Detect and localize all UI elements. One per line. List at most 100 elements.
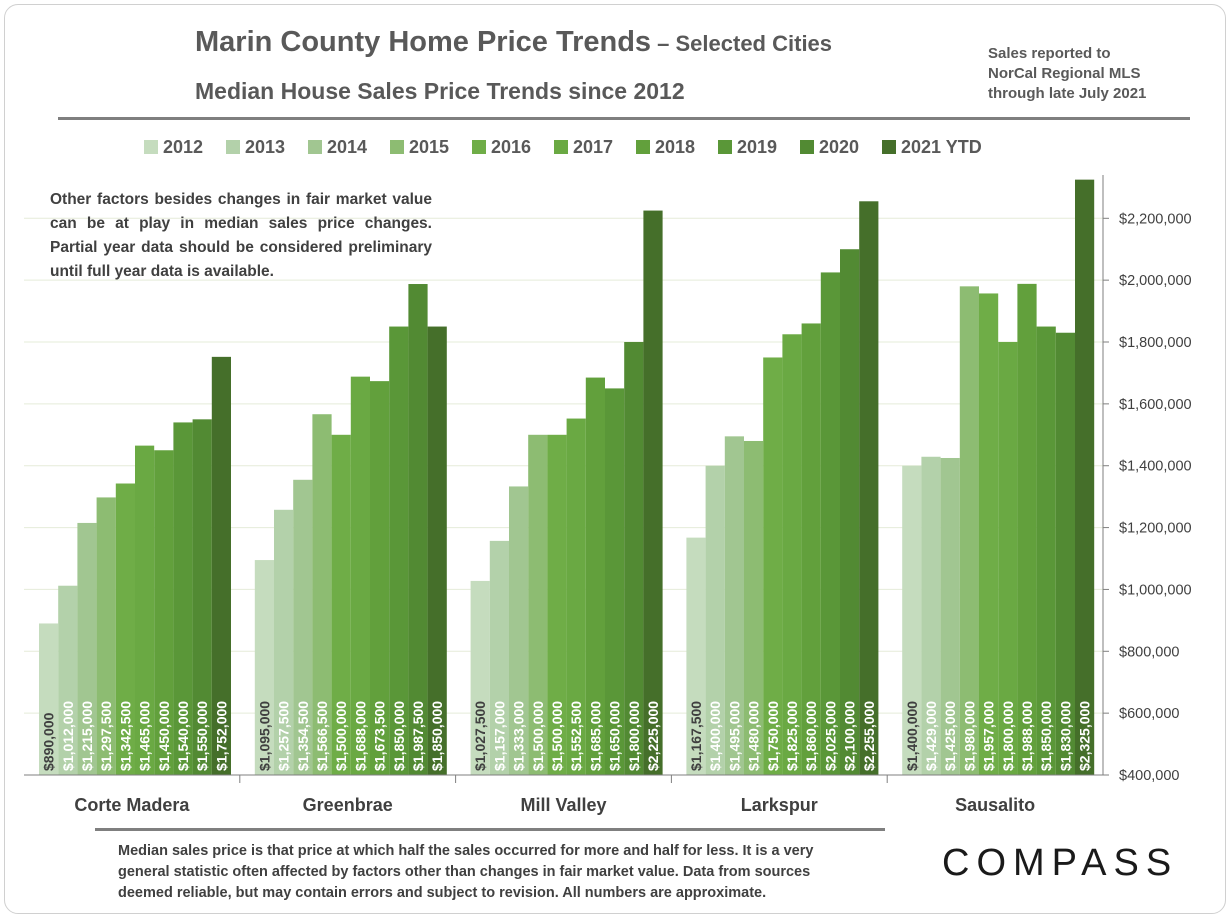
bar xyxy=(1075,179,1095,776)
compass-logo: COMPASS xyxy=(942,842,1179,884)
data-label: $1,012,000 xyxy=(60,701,76,771)
bar xyxy=(840,249,860,775)
data-label: $2,325,000 xyxy=(1077,701,1093,771)
legend-swatch xyxy=(226,140,240,154)
data-label: $1,850,000 xyxy=(1038,701,1054,771)
data-label: $890,000 xyxy=(41,712,57,771)
bar xyxy=(1017,283,1037,775)
bar xyxy=(744,440,764,775)
data-label: $1,215,000 xyxy=(79,701,95,771)
data-label: $1,465,000 xyxy=(137,701,153,771)
bar xyxy=(489,540,509,775)
legend-swatch xyxy=(308,140,322,154)
footnote: Median sales price is that price at whic… xyxy=(118,843,814,901)
y-tick-label: $1,000,000 xyxy=(1119,582,1192,598)
data-label: $1,429,000 xyxy=(923,701,939,771)
chart-subtitle: Median House Sales Price Trends since 20… xyxy=(195,78,685,104)
source-line: NorCal Regional MLS xyxy=(988,65,1141,82)
footer-divider xyxy=(95,828,885,831)
title-main: Marin County Home Price Trends xyxy=(195,26,652,58)
data-label: $1,987,500 xyxy=(410,701,426,771)
bar xyxy=(724,436,744,775)
data-label: $1,540,000 xyxy=(175,701,191,771)
legend-swatch xyxy=(718,140,732,154)
bar xyxy=(370,381,390,775)
legend-swatch xyxy=(144,140,158,154)
legend-label: 2018 xyxy=(655,137,695,157)
legend-swatch xyxy=(554,140,568,154)
bar xyxy=(959,286,979,775)
data-label: $1,800,000 xyxy=(626,701,642,771)
bar xyxy=(274,509,294,775)
category-label: Larkspur xyxy=(741,795,818,815)
bar xyxy=(801,323,821,775)
bar xyxy=(331,434,351,775)
legend-swatch xyxy=(636,140,650,154)
bar xyxy=(427,326,447,775)
data-label: $1,297,500 xyxy=(98,701,114,771)
bar xyxy=(940,457,960,775)
bar xyxy=(782,334,802,775)
source-note: Sales reported to NorCal Regional MLS th… xyxy=(988,44,1146,104)
data-label: $2,025,000 xyxy=(822,701,838,771)
y-tick-label: $1,600,000 xyxy=(1119,397,1192,413)
bar xyxy=(643,210,663,775)
chart-title: Marin County Home Price Trends – Selecte… xyxy=(195,26,832,59)
bar xyxy=(686,537,706,775)
chart-annotation: Other factors besides changes in fair ma… xyxy=(50,191,432,280)
data-label: $1,980,000 xyxy=(961,701,977,771)
bar xyxy=(509,486,529,775)
y-tick-label: $1,400,000 xyxy=(1119,459,1192,475)
y-tick-label: $600,000 xyxy=(1119,706,1179,722)
bar xyxy=(902,465,922,775)
bar xyxy=(77,522,97,775)
data-label: $1,750,000 xyxy=(765,701,781,771)
y-tick-label: $800,000 xyxy=(1119,644,1179,660)
data-label: $1,167,500 xyxy=(688,701,704,771)
bar xyxy=(979,293,999,775)
chart-frame xyxy=(4,4,1226,914)
data-label: $1,157,000 xyxy=(491,701,507,771)
category-label: Greenbrae xyxy=(303,795,393,815)
legend-swatch xyxy=(800,140,814,154)
data-label: $2,255,000 xyxy=(861,701,877,771)
data-label: $1,027,500 xyxy=(472,701,488,771)
source-line: through late July 2021 xyxy=(988,85,1147,102)
bar xyxy=(173,422,193,775)
bar xyxy=(566,418,586,775)
bar xyxy=(470,580,490,775)
data-label: $1,800,000 xyxy=(1000,701,1016,771)
data-label: $1,566,500 xyxy=(314,701,330,771)
bar xyxy=(312,414,332,775)
legend-label: 2015 xyxy=(409,137,449,157)
data-label: $1,500,000 xyxy=(530,701,546,771)
data-label: $1,688,000 xyxy=(352,701,368,771)
data-label: $1,673,500 xyxy=(372,701,388,771)
data-label: $1,425,000 xyxy=(942,701,958,771)
data-label: $1,450,000 xyxy=(156,701,172,771)
bar xyxy=(705,465,725,775)
bar xyxy=(820,272,840,775)
y-tick-label: $2,200,000 xyxy=(1119,211,1192,227)
bar xyxy=(135,445,155,775)
bar xyxy=(763,357,783,775)
data-label: $1,480,000 xyxy=(746,701,762,771)
bar xyxy=(528,434,548,775)
data-label: $1,860,000 xyxy=(803,701,819,771)
bar xyxy=(115,483,135,775)
bar xyxy=(154,450,174,775)
bar xyxy=(859,201,879,775)
data-label: $1,988,000 xyxy=(1019,701,1035,771)
title-sub: – Selected Cities xyxy=(651,31,833,56)
category-label: Mill Valley xyxy=(520,795,606,815)
y-tick-label: $2,000,000 xyxy=(1119,273,1192,289)
data-label: $1,830,000 xyxy=(1057,701,1073,771)
data-label: $1,850,000 xyxy=(391,701,407,771)
data-label: $1,500,000 xyxy=(333,701,349,771)
bar xyxy=(39,623,59,775)
bar xyxy=(624,342,644,775)
y-tick-label: $1,200,000 xyxy=(1119,521,1192,537)
bar xyxy=(547,434,567,775)
data-label: $2,225,000 xyxy=(645,701,661,771)
